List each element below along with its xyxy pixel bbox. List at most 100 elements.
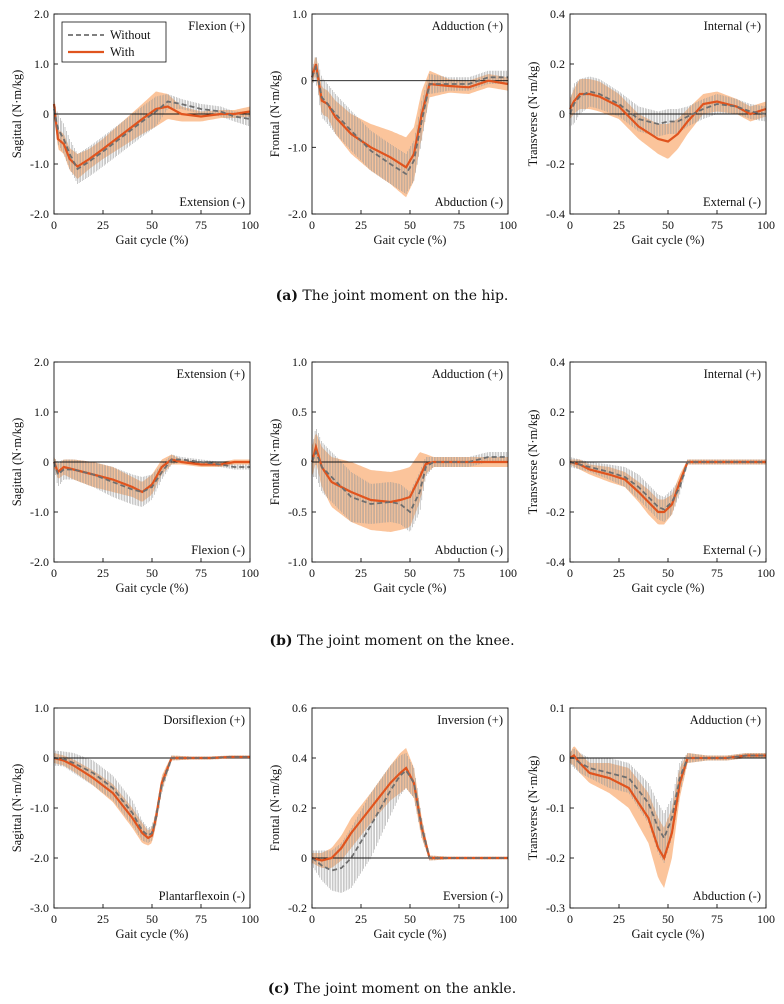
bottom-annotation: Eversion (-) (443, 889, 503, 903)
top-annotation: Inversion (+) (437, 713, 503, 727)
x-tick-label: 75 (711, 566, 723, 580)
x-axis-label: Gait cycle (%) (116, 927, 189, 941)
y-axis-label: Transverse (N·m/kg) (526, 410, 540, 515)
caption-knee-label: (b) (269, 633, 293, 649)
x-tick-label: 0 (309, 912, 315, 926)
y-axis-label: Frontal (N·m/kg) (268, 765, 282, 851)
with-sd-band (312, 57, 508, 198)
y-tick-label: 0 (301, 455, 307, 469)
x-tick-label: 0 (51, 218, 57, 232)
without-mean-line (53, 100, 251, 171)
with-mean-line (310, 442, 508, 504)
with-sd-band (54, 454, 250, 502)
x-tick-label: 75 (453, 218, 465, 232)
with-mean-line (52, 458, 250, 494)
bottom-annotation: Extension (-) (179, 195, 245, 209)
bottom-annotation: External (-) (703, 543, 761, 557)
without-mean-line (53, 756, 250, 837)
y-tick-label: 0.4 (550, 7, 565, 21)
y-tick-label: -0.4 (546, 555, 565, 569)
x-tick-label: 50 (146, 218, 158, 232)
bottom-annotation: Abduction (-) (435, 195, 503, 209)
y-tick-label: 0 (43, 751, 49, 765)
with-sd-band (312, 748, 508, 868)
legend-without-label: Without (110, 28, 151, 42)
y-tick-label: -2.0 (30, 207, 49, 221)
y-axis-label: Frontal (N·m/kg) (268, 419, 282, 505)
x-tick-label: 0 (309, 566, 315, 580)
x-tick-label: 0 (567, 218, 573, 232)
x-tick-label: 100 (499, 566, 517, 580)
bottom-annotation: Abduction (-) (693, 889, 761, 903)
x-tick-label: 100 (757, 566, 775, 580)
with-mean-line (53, 755, 250, 840)
without-mean-line (311, 449, 508, 514)
x-tick-label: 75 (453, 912, 465, 926)
x-axis-label: Gait cycle (%) (632, 581, 705, 595)
x-axis-label: Gait cycle (%) (116, 581, 189, 595)
with-mean-line (569, 754, 766, 861)
x-tick-label: 25 (97, 218, 109, 232)
y-axis-label: Transverse (N·m/kg) (526, 62, 540, 167)
without-mean-line (569, 461, 766, 511)
caption-hip-label: (a) (275, 288, 298, 304)
without-mean-line (311, 64, 508, 176)
y-tick-label: -0.5 (288, 505, 307, 519)
y-tick-label: -2.0 (30, 555, 49, 569)
x-tick-label: 25 (613, 218, 625, 232)
x-tick-label: 75 (711, 218, 723, 232)
bottom-annotation: Plantarflexoin (-) (159, 889, 245, 903)
x-tick-label: 100 (241, 566, 259, 580)
top-annotation: Adduction (+) (690, 713, 761, 727)
x-axis-label: Gait cycle (%) (374, 927, 447, 941)
y-tick-label: -1.0 (30, 505, 49, 519)
x-tick-label: 0 (309, 218, 315, 232)
y-tick-label: 2.0 (34, 355, 49, 369)
x-tick-label: 0 (567, 566, 573, 580)
plot-frame (311, 707, 509, 909)
caption-knee: (b) The joint moment on the knee. (0, 633, 784, 649)
x-axis-label: Gait cycle (%) (632, 927, 705, 941)
y-tick-label: 0.5 (292, 405, 307, 419)
y-tick-label: 0 (301, 74, 307, 88)
y-tick-label: -0.1 (546, 801, 565, 815)
x-tick-label: 100 (757, 912, 775, 926)
y-tick-label: 1.0 (34, 57, 49, 71)
with-sd-band (54, 91, 250, 179)
without-mean-line (311, 769, 508, 872)
y-tick-label: -1.0 (288, 555, 307, 569)
x-tick-label: 50 (146, 566, 158, 580)
top-annotation: Extension (+) (177, 367, 246, 381)
plot-frame (53, 707, 251, 909)
top-annotation: Adduction (+) (432, 367, 503, 381)
x-tick-label: 75 (195, 218, 207, 232)
y-tick-label: -0.2 (288, 901, 307, 915)
with-mean-line (569, 460, 766, 514)
x-tick-label: 50 (662, 912, 674, 926)
y-tick-label: 0.4 (550, 355, 565, 369)
bottom-annotation: Flexion (-) (191, 543, 245, 557)
x-axis-label: Gait cycle (%) (374, 233, 447, 247)
x-tick-label: 100 (241, 912, 259, 926)
caption-ankle: (c) The joint moment on the ankle. (0, 981, 784, 997)
y-tick-label: 0.2 (550, 405, 565, 419)
x-tick-label: 25 (613, 566, 625, 580)
without-mean-line (53, 458, 250, 493)
y-tick-label: 0 (43, 107, 49, 121)
x-tick-label: 0 (51, 566, 57, 580)
y-tick-label: 2.0 (34, 7, 49, 21)
x-tick-label: 25 (355, 218, 367, 232)
bottom-annotation: External (-) (703, 195, 761, 209)
top-annotation: Adduction (+) (432, 19, 503, 33)
x-tick-label: 25 (355, 566, 367, 580)
caption-hip: (a) The joint moment on the hip. (0, 288, 784, 304)
x-tick-label: 100 (241, 218, 259, 232)
y-axis-label: Sagittal (N·m/kg) (10, 70, 24, 159)
